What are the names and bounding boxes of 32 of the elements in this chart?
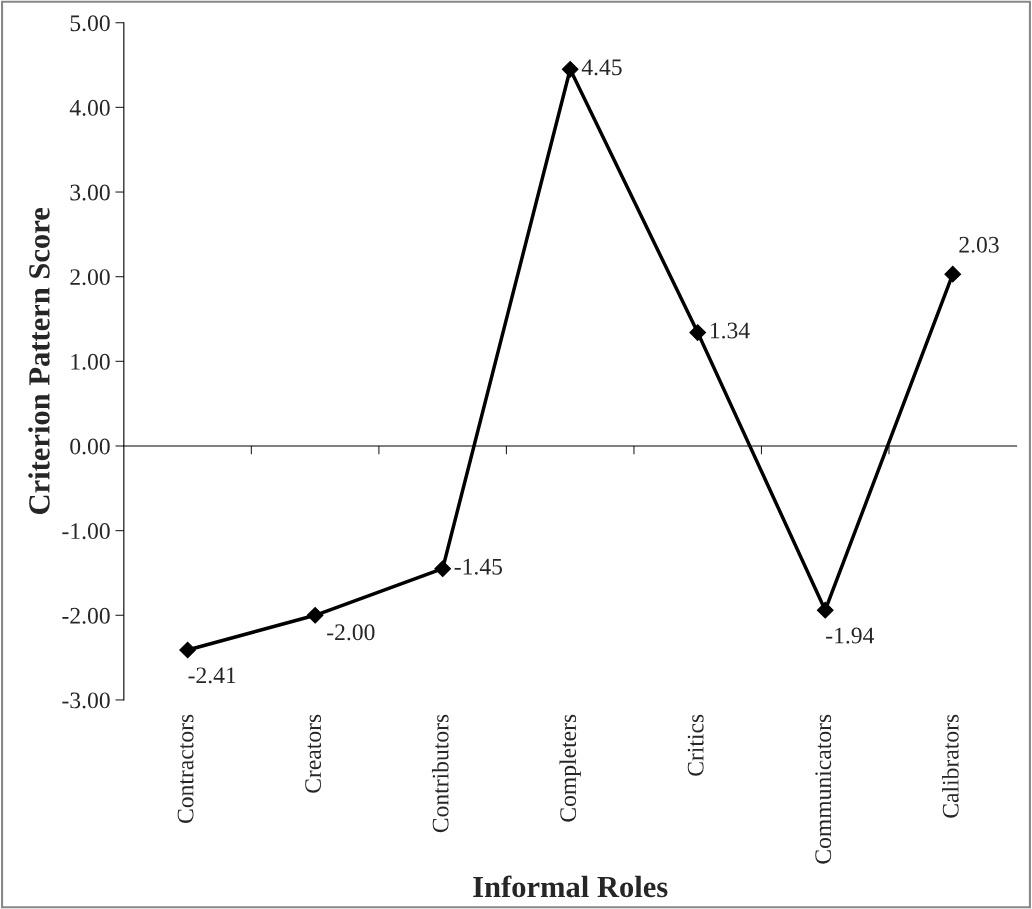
point xyxy=(816,601,834,619)
x-tick-label: Contributors xyxy=(431,714,449,833)
x-axis-title: Informal Roles xyxy=(473,875,668,898)
y-tick-label: 1.00 xyxy=(71,353,110,370)
point xyxy=(434,560,452,578)
y-tick-label: 0.00 xyxy=(70,438,110,455)
x-tick-label: Creators xyxy=(305,714,322,793)
y-axis-title: Criterion Pattern Score xyxy=(28,207,50,514)
y-tick-label: -1.00 xyxy=(62,523,110,540)
text: -1.45 xyxy=(454,558,503,575)
point xyxy=(944,265,962,283)
y-tick-label: 5.00 xyxy=(70,15,110,32)
x-tick-label: Critics xyxy=(687,714,704,776)
point xyxy=(689,324,707,341)
x-tick-label: Communicators xyxy=(815,714,832,864)
text: -2.00 xyxy=(327,624,375,641)
y-tick-label: 4.00 xyxy=(69,99,110,116)
y-tick-label: 3.00 xyxy=(70,184,110,201)
text: 4.45 xyxy=(581,59,622,76)
point xyxy=(179,641,196,659)
text: 1.34 xyxy=(710,322,750,339)
point xyxy=(561,60,579,78)
point xyxy=(306,606,324,624)
text: -2.41 xyxy=(188,667,236,684)
text: -1.94 xyxy=(826,627,875,644)
x-tick-label: Calibrators xyxy=(942,714,959,818)
y-tick-label: -3.00 xyxy=(62,692,110,709)
x-tick-label: Contractors xyxy=(177,714,194,824)
y-tick-label: -2.00 xyxy=(62,607,110,624)
x-tick-label: Completers xyxy=(559,714,581,822)
y-tick-label: 2.00 xyxy=(70,269,110,286)
text: 2.03 xyxy=(959,236,999,253)
